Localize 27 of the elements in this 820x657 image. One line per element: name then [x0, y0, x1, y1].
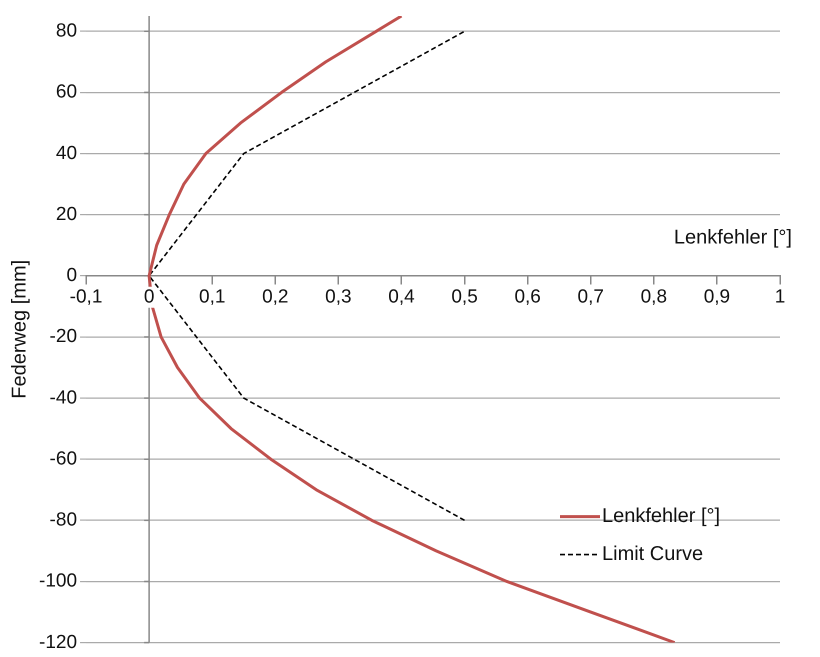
y-tick-label: 0 [66, 265, 78, 286]
y-tick-label: -60 [50, 448, 78, 470]
x-tick-label: -0,1 [70, 286, 102, 308]
y-tick-label: 20 [56, 204, 78, 225]
x-tick-label: 0,3 [325, 286, 352, 308]
y-tick-label: -80 [50, 510, 78, 531]
x-tick-label: 0,2 [262, 286, 289, 308]
x-tick-label: 0,1 [198, 286, 226, 308]
y-tick-label: 60 [56, 82, 78, 103]
y-tick-label: -40 [50, 387, 78, 408]
x-tick-label: 0,5 [451, 286, 478, 308]
legend-label: Lenkfehler [°] [602, 505, 720, 528]
legend-label: Limit Curve [602, 543, 704, 566]
x-tick-label: 0 [144, 286, 154, 308]
x-tick-label: 0,4 [388, 286, 416, 308]
y-tick-label: -100 [38, 570, 78, 592]
x-axis-title: Lenkfehler [°] [674, 226, 792, 248]
x-tick-label: 0,7 [578, 286, 604, 308]
x-tick-label: 0,8 [640, 286, 668, 308]
y-tick-label: -120 [38, 632, 78, 653]
y-tick-label: -20 [50, 326, 78, 348]
y-axis-title: Federweg [mm] [8, 260, 31, 399]
y-tick-label: 40 [56, 142, 78, 164]
x-tick-label: 0,9 [704, 286, 730, 308]
y-tick-label: 80 [56, 20, 78, 42]
x-tick-label: 0,6 [514, 286, 541, 308]
x-tick-label: 1 [774, 286, 786, 308]
